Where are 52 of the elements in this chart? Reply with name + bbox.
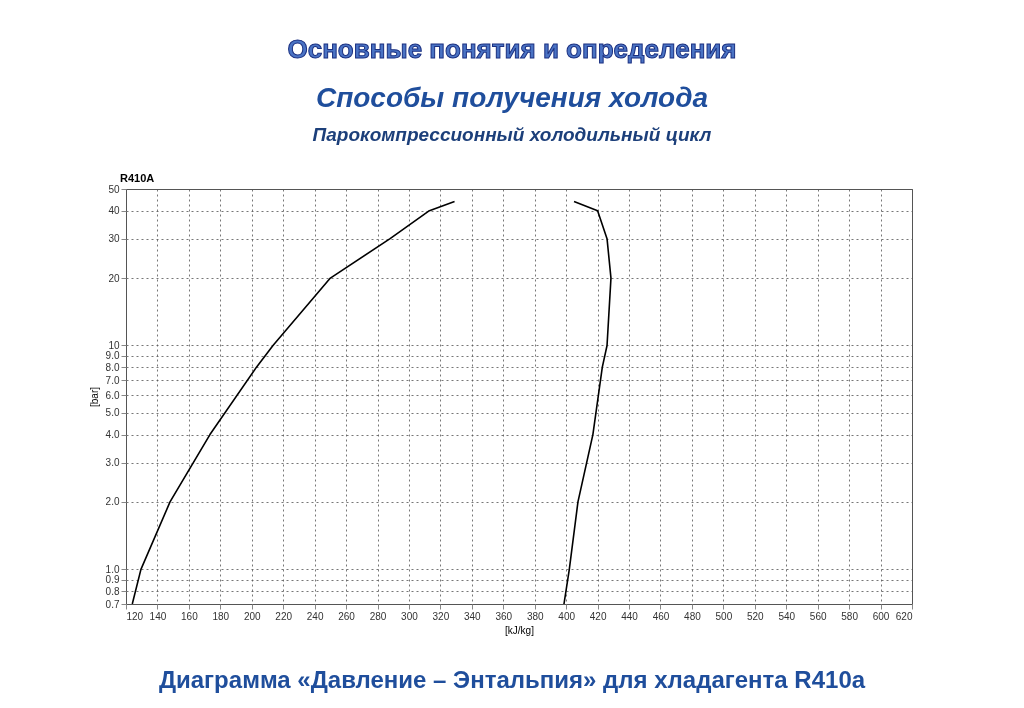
x-tick-label: 260 [338,610,356,622]
x-tick-label: 240 [306,610,324,622]
x-tick-label: 220 [275,610,293,622]
text: R410A [120,172,155,184]
x-tick-label: 320 [432,610,450,622]
x-tick-label: 360 [495,610,513,622]
x-tick-label: 300 [401,610,419,622]
y-tick-label: 4.0 [105,429,120,441]
y-tick-label: 30 [108,233,120,245]
line-series [131,200,456,604]
x-tick-label: 160 [181,610,199,622]
y-tick-label: 7.0 [105,374,120,386]
x-tick-label: 580 [841,610,859,622]
text: Диаграмма «Давление – Энтальпия» для хладагента R410a [157,666,867,694]
x-tick-label: 480 [684,610,702,622]
y-tick-label: 40 [108,205,120,217]
x-tick-label: 620 [895,610,913,622]
x-tick-label: 280 [369,610,387,622]
x-tick-label: 440 [621,610,639,622]
x-tick-label: 420 [589,610,607,622]
x-tick-label: 520 [746,610,765,622]
x-tick-label: 140 [149,610,167,622]
y-tick-label: 20 [108,272,120,284]
x-tick-label: 600 [872,610,890,622]
line-series [563,200,612,604]
y-tick-label: 1.0 [105,563,120,575]
x-tick-label: 380 [526,610,544,622]
y-tick-label: 5.0 [105,407,120,419]
x-tick-label: 460 [652,610,670,622]
y-tick-label: 10 [108,339,120,351]
text: Основные понятия и определения [286,34,738,65]
y-tick-label: 8.0 [105,361,120,373]
x-tick-label: 560 [809,610,827,622]
y-tick-label: 0.8 [105,585,120,597]
y-tick-label: 50 [108,183,120,195]
x-tick-label: 120 [126,610,144,622]
y-tick-label: 9.0 [105,350,120,362]
chart-subtitle: Парокомпрессионный холодильный цикл [311,124,713,146]
chart-title: Способы получения холода [314,82,710,114]
y-tick-label: 0.7 [105,598,120,610]
x-tick-label: 340 [464,610,482,622]
y-tick-label: 0.9 [105,574,120,586]
x-tick-label: 540 [778,610,796,622]
x-tick-label: 180 [212,610,230,622]
x-tick-label: 200 [243,610,262,622]
x-tick-label: 400 [558,610,576,622]
y-tick-label: 6.0 [105,389,120,401]
y-tick-label: 2.0 [105,496,120,508]
y-axis-title: [bar] [88,386,100,408]
y-tick-label: 3.0 [105,457,120,469]
x-axis-title: [kJ/kg] [505,624,535,636]
x-tick-label: 500 [715,610,733,622]
